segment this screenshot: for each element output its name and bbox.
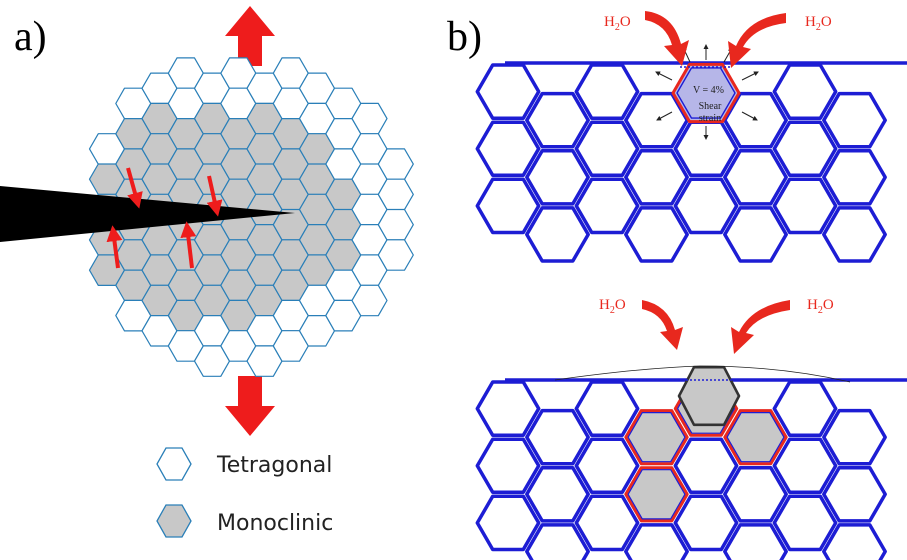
tetragonal-grain [351,284,388,317]
tetragonal-grain [673,177,739,235]
tetragonal-grain [574,494,640,552]
tetragonal-grain [822,465,887,523]
crack-icon [0,186,295,242]
grain-structure-bottom [475,365,907,560]
tetragonal-grain [475,437,541,495]
legend: Tetragonal Monoclinic [156,447,333,538]
legend-tetragonal-label: Tetragonal [216,453,332,478]
tetragonal-grain [624,148,689,206]
tetragonal-grain [475,380,541,437]
water-curved-arrow-icon [642,300,683,350]
tetragonal-grain [525,148,590,206]
panel-a-label: a) [14,14,47,60]
tetragonal-grain [475,494,541,552]
expansion-arrow-icon [655,71,673,81]
legend-tetragonal-swatch [156,447,192,481]
legend-monoclinic-swatch [156,504,192,538]
stress-arrow-bottom-icon [225,376,275,436]
shear-label-1: Shear [699,101,722,112]
grain-inner-edge [627,469,686,520]
transformed-grain [624,466,689,523]
transformed-grain [723,409,788,466]
tetragonal-grain [475,63,541,120]
h2o-label-top-left: H2O [604,14,631,33]
tetragonal-grain [525,408,590,466]
tetragonal-grain [525,465,590,523]
tetragonal-grain [822,408,887,466]
water-curved-arrow-icon [728,13,786,68]
tetragonal-grain [624,206,689,263]
tetragonal-grain [574,63,640,120]
tetragonal-grain [475,120,541,178]
transformation-arrows [106,167,223,269]
tetragonal-grain [574,177,640,235]
tetragonal-grain [525,91,590,149]
tetragonal-grain [673,437,739,495]
h2o-label-bottom-right: H2O [807,297,834,316]
tetragonal-grain [723,206,788,263]
expansion-arrow-icon [741,111,758,121]
tetragonal-grain [772,494,838,552]
red-arrow-icon [206,175,223,217]
tetragonal-grain [475,177,541,235]
shear-label-2: strain [699,113,721,124]
tetragonal-grain [822,523,887,560]
red-arrow-icon [126,167,143,209]
water-top: H2O H2O [604,11,832,68]
tetragonal-grain [772,437,838,495]
uplifted-grain [677,365,741,427]
tetragonal-grain [772,380,838,437]
tetragonal-grain [723,148,788,206]
expansion-arrow-icon [656,111,673,121]
water-bottom: H2O H2O [599,297,834,354]
red-arrow-icon [180,221,197,269]
water-curved-arrow-icon [645,11,689,66]
tetragonal-grain [574,380,640,437]
tetragonal-grain [822,91,887,149]
tetragonal-grain [525,523,590,560]
legend-monoclinic-label: Monoclinic [217,511,333,536]
tetragonal-grain [822,148,887,206]
tetragonal-grain [525,206,590,263]
panel-b-label: b) [447,14,482,60]
tetragonal-grain [377,239,414,271]
tetragonal-grain [772,177,838,235]
tetragonal-grain [673,494,739,552]
tetragonal-grain [574,120,640,178]
stress-arrow-top-icon [225,6,275,66]
red-arrow-icon [106,225,123,269]
tetragonal-grain [624,523,689,560]
panel-b: b) V = 4% Shear strain H2O H2O [447,11,907,560]
grain-inner-edge [726,412,785,463]
surface-grain-inner [676,67,736,119]
expansion-arrow-icon [741,71,759,81]
grain-inner-edge [627,412,686,463]
tetragonal-grain [772,63,838,120]
surface-transformed-grain [671,62,741,124]
grain-structure-top [475,61,907,263]
tetragonal-grain [574,437,640,495]
tetragonal-grain [723,523,788,560]
panel-a: a) Tetragonal Monoclinic [0,6,414,538]
h2o-label-top-right: H2O [805,14,832,33]
volume-change-label: V = 4% [693,85,724,96]
h2o-label-bottom-left: H2O [599,297,626,316]
tetragonal-grain [772,120,838,178]
uplift-profile [554,365,851,383]
transformed-grain [624,409,689,466]
water-curved-arrow-icon [731,300,790,354]
tetragonal-grain [723,465,788,523]
tetragonal-grain [822,206,887,263]
